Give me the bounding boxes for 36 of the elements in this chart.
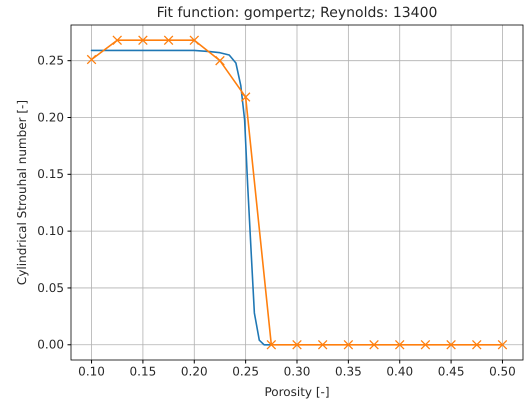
x-tick-label: 0.20 [180,364,208,379]
point [292,340,302,350]
line-series [90,50,272,346]
chart-title: Fit function: gompertz; Reynolds: 13400 [156,5,438,21]
x-tick-label: 0.25 [232,364,259,379]
x-tick-label: 0.15 [130,364,156,379]
x-tick-label: 0.35 [335,364,362,379]
point [394,340,405,350]
x-tick-label: 0.50 [489,364,516,379]
x-tick-label: 0.40 [386,364,414,379]
point [369,340,379,350]
point [112,35,122,46]
point [446,340,456,350]
y-tick-label: 0.20 [37,110,64,124]
point [472,340,482,350]
y-tick-label: 0.05 [37,280,64,295]
point [138,35,148,46]
point [86,54,96,64]
point [215,56,225,66]
y-axis-title: Cylindrical Strouhal number [-] [15,100,29,286]
y-tick-label: 0.15 [37,167,64,182]
point [318,340,328,350]
x-axis-title: Porosity [-] [264,385,330,399]
y-tick-label: 0.25 [37,54,64,68]
point [420,340,430,350]
y-tick-label: 0.00 [37,338,64,352]
x-tick-label: 0.45 [438,364,464,379]
point [240,92,251,102]
point [343,340,354,350]
point [498,340,508,350]
x-tick-label: 0.10 [78,364,105,379]
point [189,35,200,46]
point [164,35,174,46]
y-tick-label: 0.10 [37,224,64,238]
point [266,340,276,350]
x-tick-label: 0.30 [284,364,310,379]
